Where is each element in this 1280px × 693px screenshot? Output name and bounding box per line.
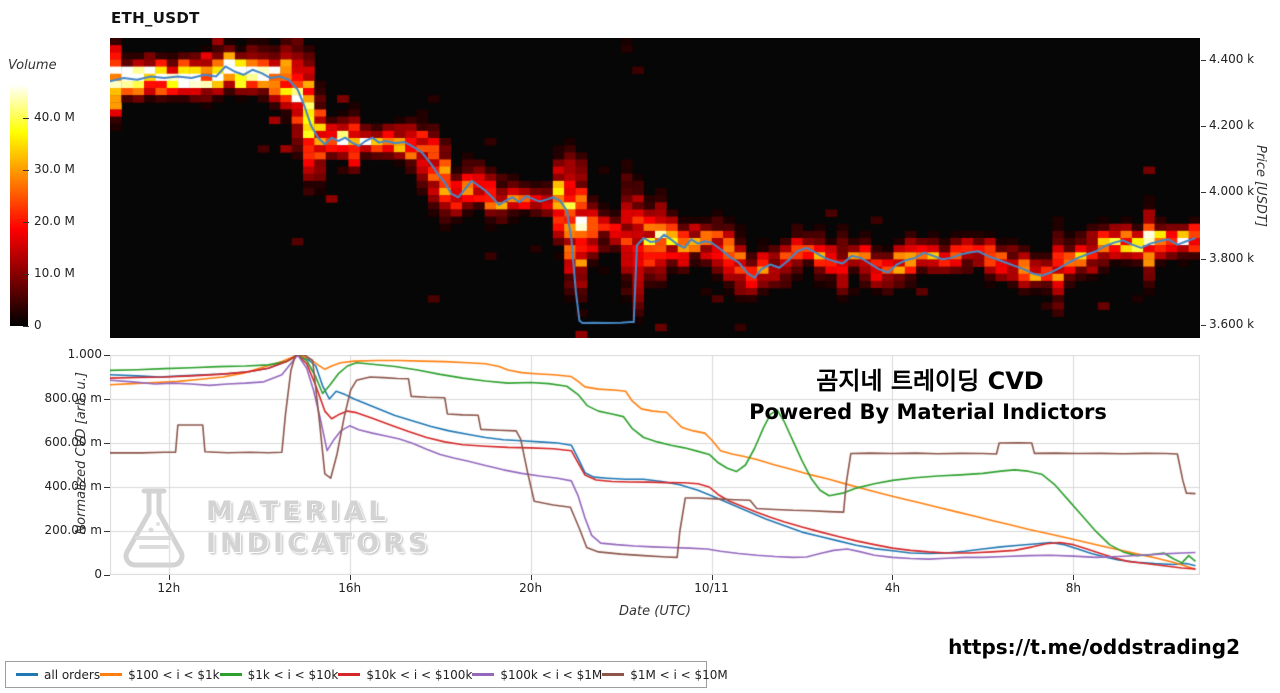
cvd-xtick-label: 16h — [338, 581, 362, 595]
price-tick-label: 3.600 k — [1209, 316, 1255, 331]
legend-item: $1k < i < $10k — [219, 667, 339, 682]
price-tick-mark — [1201, 192, 1206, 194]
cvd-xtick-mark — [168, 575, 170, 580]
cvd-ytick-label: 800.00 m — [44, 391, 103, 405]
cvd-ytick-mark — [104, 531, 110, 532]
cvd-xtick-label: 10/11 — [694, 581, 729, 595]
telegram-url: https://t.me/oddstrading2 — [948, 635, 1240, 659]
legend-label: all orders — [44, 667, 101, 682]
legend: all orders $100 < i < $1k $1k < i < $10k $1… — [5, 661, 728, 688]
chart-title: ETH_USDT — [111, 9, 200, 27]
price-tick-label: 4.000 k — [1209, 184, 1255, 199]
price-tick-label: 3.800 k — [1209, 250, 1255, 265]
legend-swatch — [219, 673, 242, 676]
cvd-xtick-mark — [711, 575, 713, 580]
price-tick-mark — [1201, 258, 1206, 260]
price-tick-label: 4.400 k — [1209, 51, 1255, 66]
colorbar-tick-label: 20.0 M — [34, 213, 75, 228]
cvd-xtick-mark — [1073, 575, 1075, 580]
cvd-xtick-label: 20h — [519, 581, 543, 595]
cvd-ytick-mark — [104, 355, 110, 356]
price-tick-mark — [1201, 324, 1206, 326]
legend-item: $1M < i < $10M — [602, 668, 728, 682]
price-tick-mark — [1201, 59, 1206, 61]
date-axis-title: Date (UTC) — [619, 604, 691, 619]
cvd-axis-title: Normalized CVD [arb. u.] — [74, 372, 89, 535]
cvd-ytick-label: 0 — [94, 567, 102, 581]
cvd-xtick-label: 8h — [1065, 581, 1081, 595]
cvd-xtick-label: 4h — [884, 581, 901, 595]
legend-swatch — [100, 673, 123, 676]
legend-swatch — [472, 673, 495, 676]
cvd-ytick-label: 1.000 — [67, 347, 102, 361]
cvd-ytick-label: 200.00 m — [44, 523, 103, 537]
colorbar-tick-label: 0 — [34, 318, 42, 332]
price-tick-mark — [1201, 126, 1206, 128]
legend-item: $100 < i < $1k — [100, 667, 220, 682]
cvd-ytick-mark — [104, 443, 110, 444]
cvd-ytick-mark — [104, 399, 110, 400]
legend-label: $1M < i < $10M — [630, 667, 728, 682]
headline-korean: 곰지네 트레이딩 CVD — [816, 367, 1044, 395]
legend-swatch — [338, 673, 361, 676]
cvd-xtick-label: 12h — [157, 581, 181, 595]
colorbar-tick-mark — [23, 117, 29, 119]
cvd-canvas — [110, 355, 1200, 575]
legend-swatch — [602, 673, 625, 676]
heatmap-canvas — [110, 38, 1200, 338]
legend-label: $1k < i < $10k — [247, 667, 339, 682]
cvd-ytick-mark — [104, 575, 110, 576]
headline-powered-by: Powered By Material Indictors — [749, 400, 1107, 424]
cvd-xtick-mark — [530, 575, 532, 580]
legend-label: $10k < i < $100k — [366, 667, 473, 682]
price-tick-label: 4.200 k — [1209, 118, 1255, 133]
cvd-ytick-label: 600.00 m — [44, 435, 103, 449]
cvd-xtick-mark — [892, 575, 894, 580]
volume-colorbar — [10, 84, 28, 326]
cvd-ytick-mark — [104, 487, 110, 488]
colorbar-tick-label: 30.0 M — [34, 161, 75, 176]
price-axis-title: Price [USDT] — [1253, 145, 1268, 227]
colorbar-tick-label: 10.0 M — [34, 265, 75, 280]
colorbar-tick-mark — [23, 326, 29, 327]
colorbar-tick-mark — [23, 221, 29, 223]
legend-label: $100k < i < $1M — [500, 667, 603, 682]
colorbar-tick-label: 40.0 M — [34, 109, 75, 124]
legend-item: $10k < i < $100k — [338, 668, 472, 682]
colorbar-tick-mark — [23, 273, 29, 275]
legend-item: all orders — [16, 668, 100, 682]
legend-swatch — [16, 673, 38, 676]
colorbar-tick-mark — [23, 169, 29, 171]
cvd-ytick-label: 400.00 m — [44, 479, 103, 493]
cvd-xtick-mark — [349, 575, 351, 580]
legend-item: $100k < i < $1M — [472, 668, 602, 682]
legend-label: $100 < i < $1k — [128, 667, 220, 682]
colorbar-title: Volume — [8, 58, 57, 73]
